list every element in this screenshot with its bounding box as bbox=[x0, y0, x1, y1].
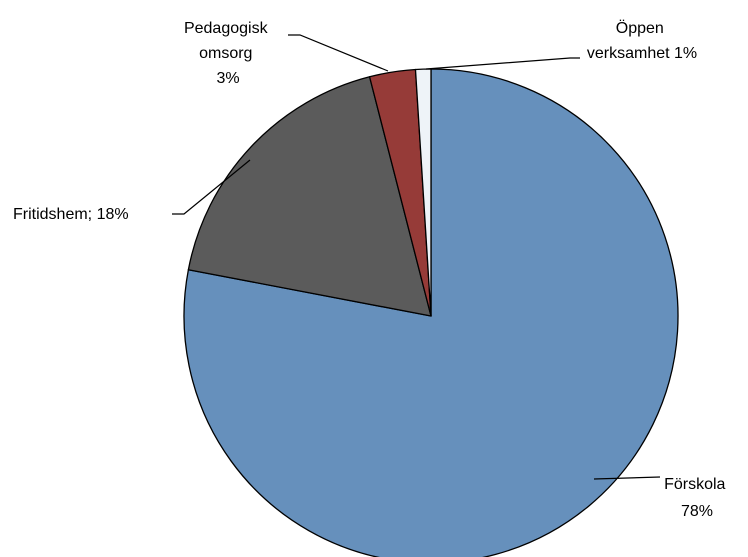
label-oppen-verksamhet-line-2: verksamhet 1% bbox=[587, 45, 697, 62]
label-oppen-verksamhet: Öppen verksamhet 1% bbox=[587, 19, 697, 62]
label-fritidshem: Fritidshem; 18% bbox=[13, 206, 129, 223]
leader-forskola bbox=[593, 476, 661, 480]
label-forskola-line-2: 78% bbox=[681, 503, 713, 520]
label-pedagogisk-omsorg: Pedagogisk omsorg 3% bbox=[184, 20, 272, 87]
leader-pedagogisk-omsorg bbox=[288, 34, 389, 72]
label-forskola-line-1: Förskola bbox=[664, 476, 725, 493]
leader-fritidshem bbox=[172, 159, 251, 215]
leader-lines bbox=[172, 34, 661, 480]
leader-oppen-verksamhet bbox=[425, 57, 580, 70]
label-pedagogisk-omsorg-line-2: omsorg bbox=[199, 45, 252, 62]
label-fritidshem-line-1: Fritidshem; 18% bbox=[13, 206, 129, 223]
label-pedagogisk-omsorg-line-3: 3% bbox=[216, 70, 239, 87]
slice-fritidshem bbox=[187, 76, 432, 317]
pie-slices bbox=[183, 68, 679, 557]
label-pedagogisk-omsorg-line-1: Pedagogisk bbox=[184, 20, 269, 37]
label-oppen-verksamhet-line-1: Öppen bbox=[616, 19, 664, 37]
label-forskola: Förskola 78% bbox=[664, 476, 730, 520]
